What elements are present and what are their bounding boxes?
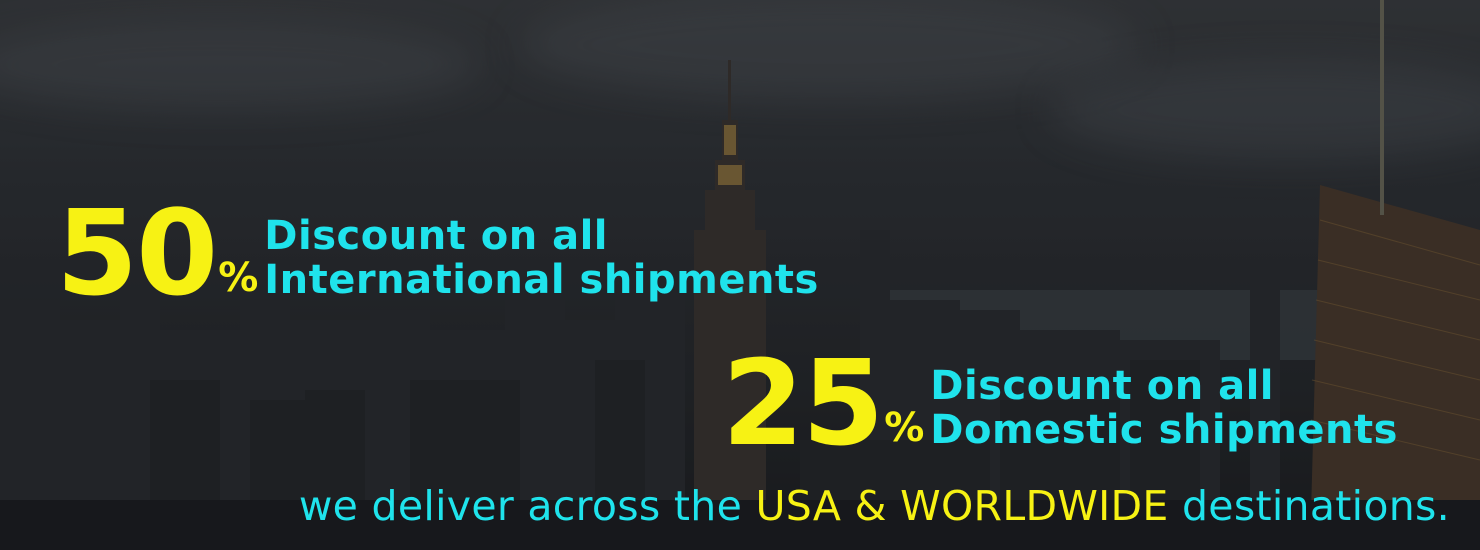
discount-number-25: 25: [722, 334, 884, 472]
offer-description: Discount on all Domestic shipments: [930, 364, 1398, 452]
tagline-highlight: USA & WORLDWIDE: [755, 482, 1169, 530]
offer-line-2: Domestic shipments: [930, 406, 1398, 453]
cloud-1: [0, 20, 480, 110]
percent-sign: %: [218, 254, 259, 301]
tagline-part-2: destinations.: [1168, 482, 1450, 530]
offer-description: Discount on all International shipments: [264, 214, 819, 302]
tagline: we deliver across the USA & WORLDWIDE de…: [299, 482, 1450, 530]
offer-line-1: Discount on all: [264, 212, 609, 259]
discount-number-50: 50: [56, 184, 218, 322]
offer-domestic: 25 % Discount on all Domestic shipments: [722, 334, 1398, 472]
tagline-part-1: we deliver across the: [298, 482, 756, 530]
offer-international: 50 % Discount on all International shipm…: [56, 184, 819, 322]
offer-line-2: International shipments: [264, 256, 819, 303]
offer-line-1: Discount on all: [930, 362, 1275, 409]
cloud-2: [520, 0, 1140, 100]
percent-sign: %: [884, 404, 925, 451]
cloud-3: [1050, 60, 1480, 160]
